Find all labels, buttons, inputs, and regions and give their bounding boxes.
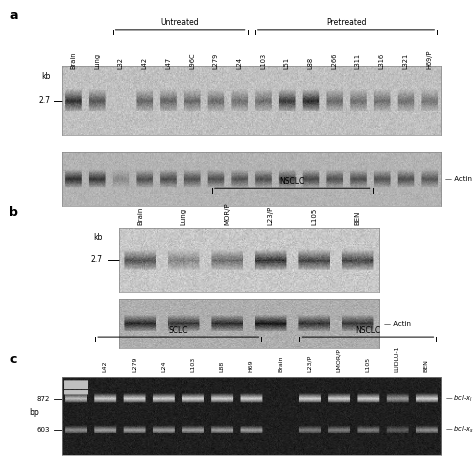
Text: Untreated: Untreated — [161, 18, 200, 27]
Text: bp: bp — [29, 408, 39, 417]
Text: — Actin: — Actin — [384, 320, 411, 327]
Text: L96C: L96C — [189, 52, 195, 69]
Text: 872: 872 — [37, 396, 50, 402]
Text: L103: L103 — [260, 53, 266, 69]
Text: L47: L47 — [165, 56, 171, 69]
Text: L105: L105 — [365, 357, 370, 372]
Text: L279: L279 — [132, 356, 137, 372]
Text: NSCLC: NSCLC — [280, 177, 305, 186]
Text: L279: L279 — [213, 53, 219, 69]
Text: L103: L103 — [191, 357, 195, 372]
Text: L321: L321 — [402, 53, 408, 69]
Text: H69/P: H69/P — [426, 49, 432, 69]
Text: BEN: BEN — [424, 359, 429, 372]
Text: kb: kb — [41, 72, 50, 81]
Text: LMOR/P: LMOR/P — [336, 348, 341, 372]
Text: a: a — [9, 9, 18, 22]
Text: L88: L88 — [308, 56, 313, 69]
Text: c: c — [9, 353, 17, 366]
Text: Lung: Lung — [181, 208, 187, 225]
Text: — Actin: — Actin — [445, 176, 472, 182]
Text: L42: L42 — [142, 56, 147, 69]
Text: L88: L88 — [219, 361, 225, 372]
Text: L42: L42 — [103, 361, 108, 372]
Text: b: b — [9, 206, 18, 219]
Text: Brain: Brain — [71, 51, 76, 69]
Text: kb: kb — [93, 233, 103, 242]
Text: L24: L24 — [161, 361, 166, 372]
Text: MOR/P: MOR/P — [224, 202, 230, 225]
Text: L316: L316 — [379, 53, 384, 69]
Text: LUDLU-1: LUDLU-1 — [394, 346, 400, 372]
Text: L51: L51 — [284, 57, 290, 69]
Text: H69: H69 — [249, 359, 254, 372]
Text: L23/P: L23/P — [268, 206, 273, 225]
Text: 603: 603 — [37, 427, 50, 433]
Text: SCLC: SCLC — [169, 326, 188, 335]
Text: NSCLC: NSCLC — [356, 326, 381, 335]
Text: Brain: Brain — [137, 207, 143, 225]
Text: L266: L266 — [331, 52, 337, 69]
Text: 2.7: 2.7 — [91, 255, 103, 264]
Text: 2.7: 2.7 — [38, 96, 50, 105]
Text: L32: L32 — [118, 57, 124, 69]
Text: Brain: Brain — [278, 356, 283, 372]
Text: L23/P: L23/P — [307, 355, 312, 372]
Text: L311: L311 — [355, 53, 361, 69]
Text: — $bcl$-$x_s$: — $bcl$-$x_s$ — [445, 425, 474, 435]
Text: BEN: BEN — [355, 211, 360, 225]
Text: — $bcl$-$x_l$: — $bcl$-$x_l$ — [445, 393, 473, 404]
Text: Lung: Lung — [94, 53, 100, 69]
Text: L105: L105 — [311, 208, 317, 225]
Text: L24: L24 — [237, 56, 242, 69]
Text: Pretreated: Pretreated — [326, 18, 366, 27]
